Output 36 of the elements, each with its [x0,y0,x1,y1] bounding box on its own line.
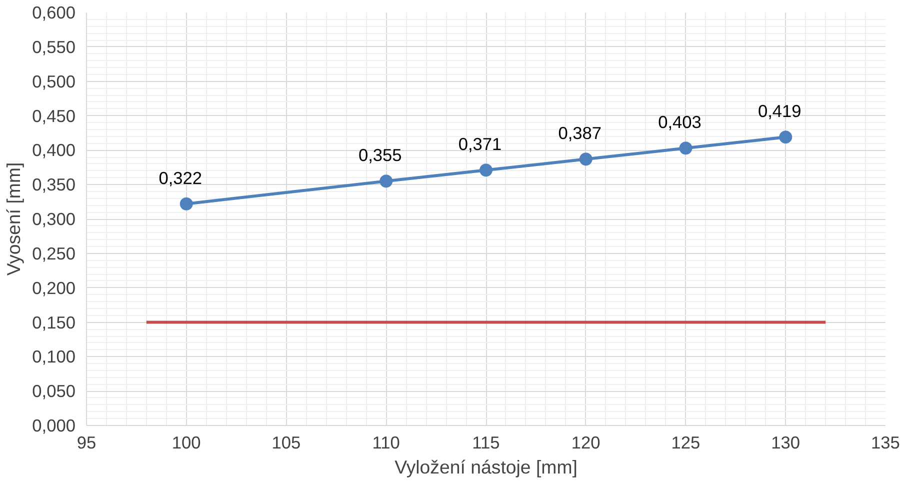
point [180,197,193,210]
y-tick-label: 0,050 [32,381,76,402]
x-tick-label: 110 [372,432,400,452]
x-tick-label: 130 [771,432,800,452]
y-axis-title: Vyosení [mm] [3,162,24,276]
y-tick-label: 0,150 [32,312,76,332]
y-tick-label: 0,450 [32,106,76,126]
x-axis-title: Vyložení nástoje [mm] [394,456,578,478]
y-tick-label: 0,400 [32,140,76,160]
y-tick-label: 0,550 [32,36,76,57]
y-tick-label: 0,200 [32,278,76,298]
x-tick-label: 115 [472,432,500,452]
x-tick-label: 125 [671,432,700,452]
x-tick-label: 100 [172,432,201,452]
data-label: 0,403 [658,112,702,132]
data-label: 0,419 [758,101,802,122]
point [480,164,492,177]
data-label: 0,322 [158,168,202,188]
point [579,152,592,166]
y-tick-label: 0,500 [32,71,76,92]
point [679,142,692,155]
point [779,130,792,144]
x-tick-label: 120 [571,432,600,452]
x-tick-label: 135 [871,432,900,452]
data-label: 0,387 [558,123,602,144]
y-tick-label: 0,350 [32,174,76,195]
data-label: 0,355 [358,145,402,166]
x-tick-label: 105 [272,432,301,452]
x-tick-label: 95 [76,432,96,452]
y-tick-label: 0,600 [32,2,76,22]
y-tick-label: 0,100 [32,346,76,367]
y-tick-label: 0,250 [32,243,76,264]
y-tick-label: 0,000 [32,416,76,436]
y-tick-label: 0,300 [32,209,76,229]
point [380,174,393,188]
data-label: 0,371 [458,134,502,154]
